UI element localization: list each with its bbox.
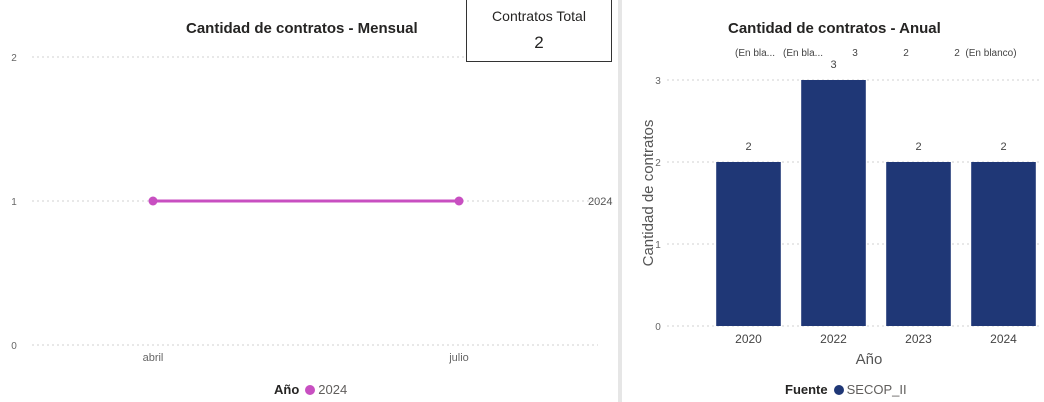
panel-divider: [618, 0, 622, 402]
bar: [801, 80, 866, 326]
bar-data-label: 3: [830, 59, 836, 71]
bar: [971, 162, 1036, 326]
top-header-label: 2: [903, 48, 909, 59]
contracts-total-card[interactable]: Contratos Total 2: [466, 0, 612, 62]
y-tick-label: 1: [655, 240, 661, 251]
monthly-legend[interactable]: Año 2024: [274, 382, 347, 397]
bar-data-label: 2: [1000, 141, 1006, 153]
y-tick-label: 3: [655, 76, 661, 87]
top-header-label: (En blanco): [965, 48, 1016, 59]
annual-chart-title: Cantidad de contratos - Anual: [728, 20, 941, 37]
annual-legend-title: Fuente: [785, 382, 828, 397]
x-tick-label: 2022: [820, 332, 847, 346]
annual-bar-chart: 0 1 2 3 2 2020 3 2022 2 2023 2 2024 (En bla... (En bl…: [640, 48, 1042, 368]
bar-data-label: 2: [745, 141, 751, 153]
data-point: [454, 196, 464, 206]
monthly-legend-title: Año: [274, 382, 300, 397]
data-point: [148, 196, 158, 206]
x-tick-label: 2024: [990, 332, 1017, 346]
x-tick-label: 2020: [735, 332, 762, 346]
monthly-legend-item: 2024: [318, 382, 348, 397]
legend-dot-icon: [833, 385, 844, 395]
x-axis-title: Año: [856, 351, 883, 368]
x-tick-label: julio: [448, 352, 469, 364]
y-tick-label: 2: [11, 53, 17, 64]
annual-legend-item: SECOP_II: [846, 382, 907, 397]
x-tick-label: abril: [143, 352, 164, 364]
contracts-total-value: 2: [534, 33, 544, 52]
y-axis-title: Cantidad de contratos: [640, 120, 657, 267]
top-header-label: (En bla...: [783, 48, 823, 59]
top-header-label: (En bla...: [735, 48, 775, 59]
y-tick-label: 2: [655, 158, 661, 169]
monthly-chart-title: Cantidad de contratos - Mensual: [186, 20, 418, 37]
contracts-total-label: Contratos Total: [492, 8, 586, 24]
top-header-label: 2: [954, 48, 960, 59]
annual-chart-panel[interactable]: Cantidad de contratos - Anual 0 1 2 3 2 2020 3…: [622, 0, 1044, 402]
x-tick-label: 2023: [905, 332, 932, 346]
annual-legend[interactable]: Fuente SECOP_II: [785, 382, 907, 397]
bar-data-label: 2: [915, 141, 921, 153]
y-tick-label: 0: [11, 341, 17, 352]
series-end-label: 2024: [588, 196, 612, 208]
bar: [886, 162, 951, 326]
legend-dot-icon: [305, 385, 316, 395]
y-tick-label: 0: [655, 322, 661, 333]
monthly-chart-panel[interactable]: Cantidad de contratos - Mensual 0 1 2 abril…: [0, 0, 622, 402]
bar: [716, 162, 781, 326]
top-header-label: 3: [852, 48, 858, 59]
y-tick-label: 1: [11, 197, 17, 208]
